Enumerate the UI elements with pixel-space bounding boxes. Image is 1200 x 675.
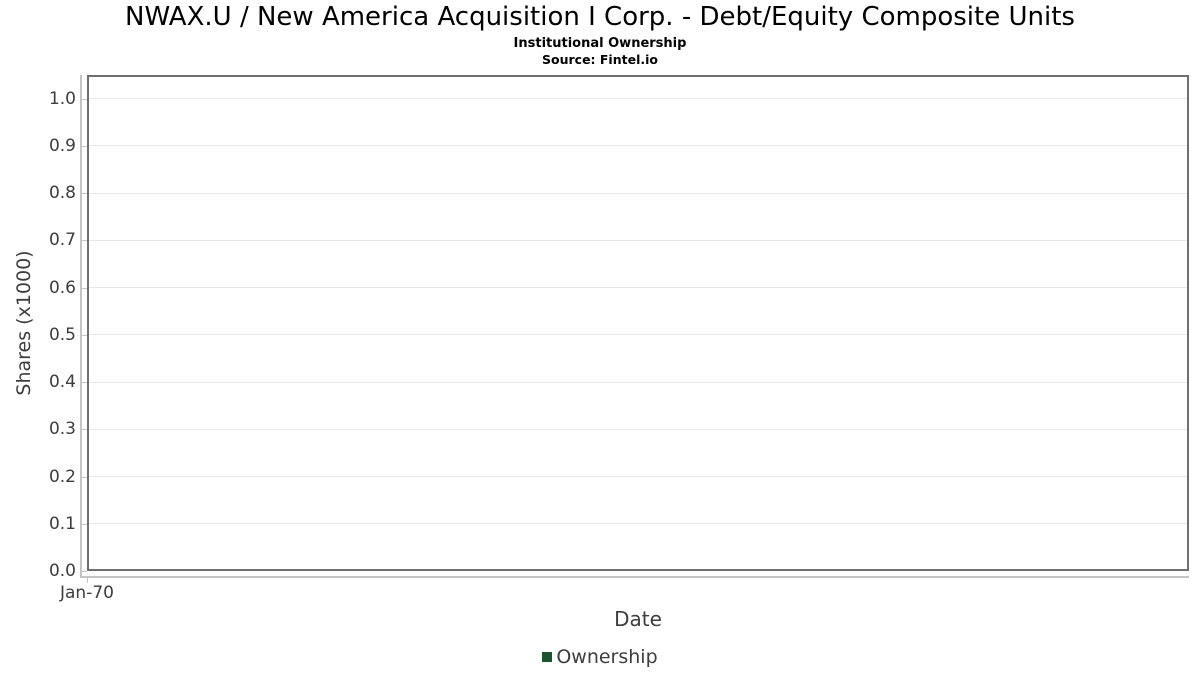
y-tick-label: 0.7 bbox=[48, 230, 76, 251]
grid-line bbox=[89, 145, 1187, 147]
y-tick-mark bbox=[80, 523, 87, 525]
x-tick-mark bbox=[87, 576, 88, 583]
y-axis-title: Shares (x1000) bbox=[13, 250, 35, 396]
chart-source: Source: Fintel.io bbox=[542, 52, 658, 67]
chart-title: NWAX.U / New America Acquisition I Corp.… bbox=[125, 2, 1075, 32]
plot-area bbox=[87, 75, 1189, 571]
grid-line bbox=[89, 381, 1187, 383]
y-tick-mark bbox=[80, 145, 87, 147]
y-tick-mark bbox=[80, 429, 87, 431]
grid-line bbox=[89, 192, 1187, 194]
y-tick-mark bbox=[80, 382, 87, 384]
y-tick-mark bbox=[80, 571, 87, 572]
legend-label: Ownership bbox=[556, 646, 658, 668]
grid-line bbox=[89, 334, 1187, 336]
y-tick-mark bbox=[80, 476, 87, 478]
y-tick-mark bbox=[80, 287, 87, 289]
y-tick-label: 0.1 bbox=[48, 513, 76, 534]
grid-line bbox=[89, 98, 1187, 100]
legend-item-ownership[interactable]: Ownership bbox=[0, 645, 1200, 669]
y-tick-mark bbox=[80, 334, 87, 336]
grid-line bbox=[89, 476, 1187, 478]
y-tick-label: 0.6 bbox=[48, 277, 76, 298]
y-tick-label: 0.8 bbox=[48, 183, 76, 204]
y-tick-mark bbox=[80, 240, 87, 242]
x-tick-label: Jan-70 bbox=[60, 583, 114, 603]
grid-line bbox=[89, 287, 1187, 289]
grid-line bbox=[89, 523, 1187, 525]
y-tick-mark bbox=[80, 98, 87, 100]
x-axis-title: Date bbox=[614, 607, 662, 631]
y-tick-label: 0.3 bbox=[48, 419, 76, 440]
y-tick-label: 0.0 bbox=[48, 561, 76, 581]
y-tick-label: 0.4 bbox=[48, 372, 76, 393]
y-tick-label: 0.9 bbox=[48, 135, 76, 156]
y-axis-line bbox=[80, 75, 82, 578]
grid-line bbox=[89, 239, 1187, 241]
y-tick-label: 0.2 bbox=[48, 466, 76, 487]
chart-subtitle: Institutional Ownership bbox=[513, 36, 687, 51]
y-tick-label: 1.0 bbox=[48, 88, 76, 109]
y-tick-mark bbox=[80, 193, 87, 195]
y-tick-label: 0.5 bbox=[48, 324, 76, 345]
x-axis-line bbox=[80, 576, 1189, 578]
grid-line bbox=[89, 428, 1187, 430]
legend-marker-icon bbox=[542, 652, 553, 662]
